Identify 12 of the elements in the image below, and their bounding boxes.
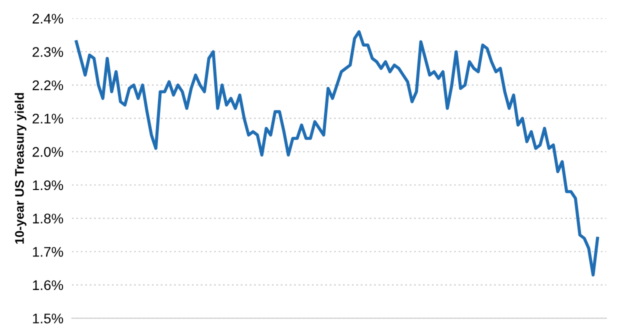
y-tick-label: 2.2% [32,80,64,90]
y-tick-label: 1.8% [32,214,64,224]
y-tick-label: 1.9% [32,180,64,190]
y-tick-label: 2.4% [32,14,64,24]
y-axis-title: 10-year US Treasury yield [14,93,26,244]
y-tick-label: 2.1% [32,114,64,124]
y-tick-label: 1.5% [32,314,64,324]
y-tick-label: 2.3% [32,47,64,57]
y-tick-label: 1.7% [32,247,64,257]
line-series [74,30,600,276]
y-tick-label: 1.6% [32,280,64,290]
y-tick-label: 2.0% [32,147,64,157]
